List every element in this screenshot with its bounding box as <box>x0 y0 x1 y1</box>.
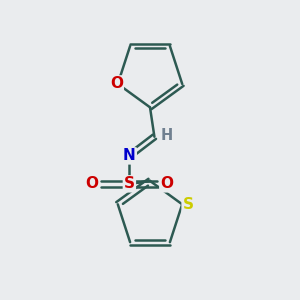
Text: S: S <box>183 197 194 212</box>
Text: N: N <box>123 148 136 164</box>
Text: O: O <box>85 176 98 191</box>
Text: H: H <box>161 128 173 143</box>
Text: O: O <box>160 176 173 191</box>
Text: S: S <box>124 176 135 191</box>
Text: O: O <box>110 76 123 92</box>
